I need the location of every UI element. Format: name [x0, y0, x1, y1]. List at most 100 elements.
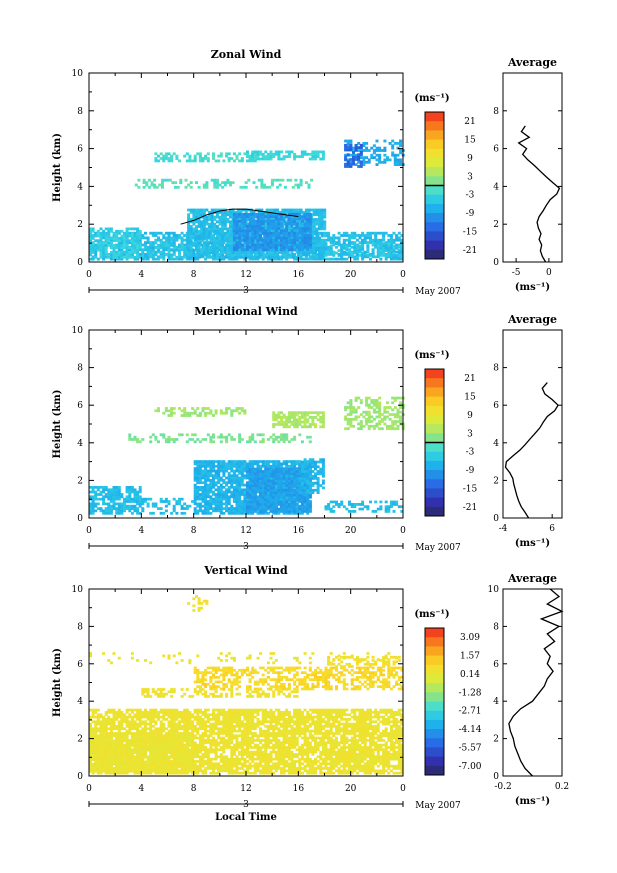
heatmap-cell	[365, 146, 369, 150]
heatmap-cell	[299, 178, 303, 182]
heatmap-cell	[298, 241, 302, 244]
heatmap-cell	[272, 155, 276, 158]
heatmap-cell	[285, 493, 289, 497]
heatmap-cell	[243, 509, 247, 513]
heatmap-cell	[272, 433, 276, 437]
heatmap-cell	[389, 238, 393, 242]
heatmap-cell	[312, 229, 316, 233]
heatmap-cell	[324, 257, 328, 261]
heatmap-cell	[391, 151, 395, 155]
heatmap-cell	[285, 474, 289, 477]
heatmap-cell	[189, 229, 193, 233]
heatmap-cell	[290, 243, 294, 247]
heatmap-cell	[277, 474, 281, 478]
heatmap-cell	[382, 254, 386, 257]
heatmap-cell	[232, 500, 236, 503]
heatmap-cell	[266, 217, 270, 221]
heatmap-cell	[362, 160, 366, 164]
heatmap-cell	[316, 470, 320, 473]
heatmap-cell	[266, 212, 270, 216]
heatmap-cell	[102, 490, 106, 494]
heatmap-cell	[290, 484, 294, 487]
heatmap-cell	[91, 495, 95, 499]
heatmap-cell	[260, 183, 264, 187]
heatmap-cell	[264, 486, 268, 490]
heatmap-cell	[138, 500, 142, 503]
heatmap-cell	[308, 505, 312, 509]
heatmap-cell	[146, 504, 150, 508]
heatmap-cell	[215, 227, 219, 231]
heatmap-cell	[280, 500, 283, 504]
heatmap-cell	[251, 155, 255, 158]
heatmap-cell	[290, 250, 294, 254]
heatmap-cell	[246, 243, 249, 247]
heatmap-cell	[217, 474, 221, 477]
heatmap-cell	[248, 507, 252, 511]
heatmap-cell	[274, 241, 278, 244]
heatmap-cell	[293, 438, 297, 441]
heatmap-cell	[246, 510, 249, 513]
heatmap-cell	[235, 460, 239, 463]
heatmap-cell	[150, 181, 154, 184]
heatmap-cell	[298, 495, 302, 499]
heatmap-cell	[217, 488, 221, 492]
heatmap-cell	[318, 215, 321, 219]
heatmap-cell	[293, 241, 297, 244]
heatmap-cell	[300, 491, 304, 494]
heatmap-cell	[369, 241, 372, 244]
heatmap-cell	[187, 222, 191, 226]
heatmap-cell	[104, 248, 108, 252]
heatmap-cell	[280, 497, 283, 501]
heatmap-cell	[232, 509, 236, 513]
heatmap-cell	[327, 251, 331, 255]
heatmap-cell	[370, 146, 374, 150]
heatmap-cell	[259, 224, 263, 228]
heatmap-cell	[180, 504, 184, 508]
heatmap-cell	[205, 183, 209, 187]
heatmap-cell	[251, 498, 255, 502]
heatmap-cell	[256, 229, 260, 233]
heatmap-cell	[104, 231, 108, 235]
heatmap-cell	[285, 229, 289, 233]
heatmap-cell	[243, 474, 247, 477]
heatmap-cell	[285, 484, 289, 487]
heatmap-cell	[143, 500, 147, 503]
heatmap-cell	[298, 155, 302, 158]
heatmap-cell	[312, 232, 316, 235]
heatmap-cell	[314, 150, 317, 154]
heatmap-cell	[91, 504, 95, 508]
heatmap-cell	[253, 498, 257, 502]
heatmap-cell	[290, 481, 294, 485]
heatmap-cell	[230, 467, 234, 470]
heatmap-cell	[299, 183, 303, 187]
y-axis-label: Height (km)	[52, 133, 63, 202]
heatmap-cell	[300, 217, 304, 221]
heatmap-cell	[185, 440, 189, 444]
heatmap-cell	[178, 502, 181, 506]
heatmap-cell	[320, 241, 324, 245]
heatmap-cell	[204, 469, 208, 473]
heatmap-cell	[243, 500, 247, 503]
heatmap-cell	[112, 237, 116, 240]
heatmap-cell	[308, 219, 312, 223]
heatmap-cell	[277, 460, 281, 463]
heatmap-cell	[248, 460, 252, 463]
heatmap-cell	[238, 236, 242, 240]
heatmap-cell	[266, 229, 270, 233]
heatmap-cell	[291, 255, 295, 259]
heatmap-cell	[285, 481, 289, 485]
heatmap-cell	[196, 467, 200, 470]
heatmap-cell	[192, 227, 196, 231]
heatmap-cell	[363, 234, 367, 237]
heatmap-cell	[371, 254, 375, 257]
heatmap-cell	[240, 248, 244, 252]
heatmap-cell	[226, 239, 230, 243]
heatmap-cell	[223, 248, 227, 252]
heatmap-cell	[151, 245, 155, 249]
heatmap-cell	[123, 232, 126, 235]
heatmap-cell	[229, 229, 232, 233]
heatmap-cell	[159, 253, 163, 256]
heatmap-cell	[259, 245, 263, 249]
heatmap-cell	[300, 215, 304, 218]
heatmap-cell	[146, 251, 150, 254]
